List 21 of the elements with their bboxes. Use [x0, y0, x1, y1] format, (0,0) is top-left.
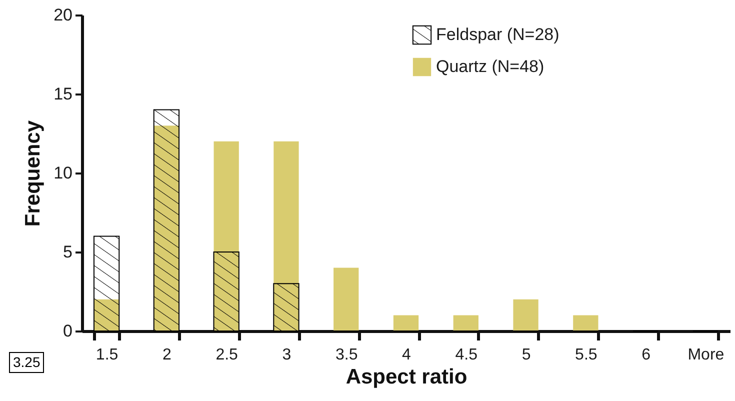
x-tick-label: 1.5 — [96, 346, 118, 364]
x-tick-label: 5 — [522, 346, 531, 364]
legend-label: Quartz (N=48) — [436, 57, 544, 76]
y-tick-label: 0 — [63, 322, 72, 340]
x-tick-label: 3.5 — [335, 346, 358, 364]
x-tick-label: 2 — [162, 346, 172, 364]
x-tick-label: 6 — [642, 346, 651, 364]
legend-label: Feldspar (N=28) — [436, 25, 560, 44]
y-tick-label: 20 — [54, 6, 72, 24]
y-tick-label: 10 — [54, 164, 72, 182]
x-tick-label: 4.5 — [455, 346, 478, 364]
x-tick-label: 2.5 — [216, 346, 238, 364]
x-tick-label: 4 — [402, 346, 412, 364]
x-tick-label: More — [688, 346, 724, 364]
y-axis-title: Frequency — [22, 120, 45, 227]
x-tick-label: 3 — [282, 346, 292, 364]
y-tick-label: 15 — [54, 84, 72, 104]
y-tick-label: 5 — [63, 242, 72, 262]
x-tick-label: 5.5 — [575, 346, 598, 364]
x-axis-title: Aspect ratio — [346, 366, 468, 388]
text: 3.25 — [9, 352, 44, 373]
